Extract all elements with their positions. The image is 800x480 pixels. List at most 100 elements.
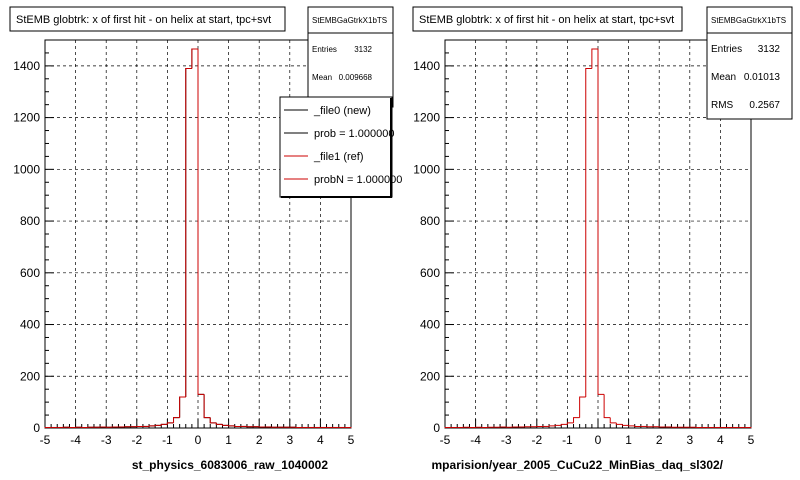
histogram-bin — [44, 426, 52, 428]
stats-entries-label-right: Entries — [711, 44, 742, 55]
histogram-bin — [597, 49, 605, 395]
histogram-bin — [344, 426, 352, 428]
histogram-bin — [191, 48, 198, 69]
histogram-bin — [197, 49, 205, 395]
histogram-bin — [203, 394, 211, 419]
histogram-bin — [628, 425, 635, 427]
histogram-bin — [609, 417, 617, 424]
histogram-bin — [566, 422, 574, 425]
series-1 — [44, 48, 352, 428]
histogram-bin — [160, 423, 168, 426]
legend-label-file1: _file1 (ref) — [313, 151, 364, 163]
histogram-bin — [179, 396, 186, 418]
stats-entries-value-left: 3132 — [354, 45, 372, 54]
histogram-right — [444, 48, 752, 428]
histogram-bin — [560, 423, 568, 426]
panel-right: -5 -4 -3 -2 -1 0 1 2 3 4 5 0 200 400 600 800 1000 1200 140… — [412, 6, 793, 472]
x-tick-label: -1 — [162, 433, 173, 447]
histogram-bin — [166, 422, 174, 425]
stats-entries-label-left: Entries — [312, 45, 337, 54]
y-tick-label: 1400 — [413, 59, 440, 73]
y-tick-label: 200 — [420, 369, 440, 383]
x-tick-label: -4 — [70, 433, 81, 447]
stats-mean-label-left: Mean — [312, 73, 332, 82]
histogram-bin — [573, 417, 580, 423]
series-0 — [444, 48, 752, 428]
histogram-bin — [548, 425, 556, 427]
x-tick-label: 3 — [286, 433, 293, 447]
stats-entries-value-right: 3132 — [758, 44, 781, 55]
stats-mean-value-right: 0.01013 — [744, 72, 781, 83]
histogram-bin — [185, 67, 192, 397]
x-axis-label-right: mparision/year_2005_CuCu22_MinBias_daq_s… — [432, 458, 724, 472]
y-tick-label: 1000 — [413, 162, 440, 176]
axis-ticks-left: -5 -4 -3 -2 -1 0 1 2 3 4 5 0 200 400 600 800 1000 1200 140… — [13, 39, 355, 447]
histogram-bin — [444, 426, 452, 428]
y-tick-label: 1200 — [13, 111, 40, 125]
x-tick-label: 1 — [625, 433, 632, 447]
x-tick-label: 5 — [348, 433, 355, 447]
title-box-right: StEMB globtrk: x of first hit - on helix… — [412, 6, 683, 32]
legend-label-file0: _file0 (new) — [313, 105, 371, 117]
y-tick-label: 1400 — [13, 59, 40, 73]
x-tick-label: 1 — [225, 433, 232, 447]
histogram-bin — [173, 417, 180, 423]
legend-label-prob: prob = 1.000000 — [314, 128, 394, 140]
stats-rms-value-right: 0.2567 — [749, 100, 780, 111]
plot-title-left: StEMB globtrk: x of first hit - on helix… — [16, 14, 271, 26]
histogram-bin — [579, 396, 586, 418]
histogram-bin — [634, 425, 641, 427]
histogram-bin — [621, 424, 629, 426]
x-tick-label: 5 — [748, 433, 755, 447]
histogram-bin — [154, 424, 162, 426]
y-tick-label: 800 — [20, 214, 40, 228]
x-tick-label: 4 — [717, 433, 724, 447]
x-tick-label: -2 — [131, 433, 142, 447]
x-axis-label-left: st_physics_6083006_raw_1040002 — [132, 458, 328, 472]
plot-title-right: StEMB globtrk: x of first hit - on helix… — [419, 14, 674, 26]
histogram-bin — [215, 422, 223, 425]
y-tick-label: 200 — [20, 369, 40, 383]
y-tick-label: 0 — [433, 421, 440, 435]
x-tick-label: 4 — [317, 433, 324, 447]
histogram-bin — [603, 394, 611, 419]
x-tick-label: -5 — [440, 433, 451, 447]
y-tick-label: 400 — [420, 318, 440, 332]
y-tick-label: 600 — [420, 266, 440, 280]
x-tick-label: -4 — [470, 433, 481, 447]
stats-name-right: StEMBGaGtrkX1bTS — [711, 16, 786, 25]
histogram-bin — [234, 425, 241, 427]
stats-rms-label-right: RMS — [711, 100, 734, 111]
histogram-bin — [591, 48, 598, 69]
histogram-bin — [221, 424, 229, 426]
legend-left: _file0 (new) prob = 1.000000 _file1 (ref… — [279, 96, 402, 198]
x-tick-label: 0 — [195, 433, 202, 447]
x-tick-label: 3 — [686, 433, 693, 447]
histogram-left — [44, 48, 352, 428]
x-tick-label: -3 — [101, 433, 112, 447]
y-tick-label: 1000 — [13, 162, 40, 176]
title-box-left: StEMB globtrk: x of first hit - on helix… — [9, 6, 286, 32]
y-tick-label: 1200 — [413, 111, 440, 125]
x-tick-label: 2 — [256, 433, 263, 447]
x-tick-label: -2 — [531, 433, 542, 447]
stats-box-left: StEMBGaGtrkX1bTS Entries 3132 Mean 0.009… — [307, 6, 394, 108]
histogram-bin — [615, 422, 623, 425]
histogram-bin — [585, 67, 592, 397]
histogram-bin — [744, 426, 752, 428]
stats-name-left: StEMBGaGtrkX1bTS — [312, 16, 387, 25]
legend-label-probN: probN = 1.000000 — [314, 174, 402, 186]
stats-mean-value-left: 0.009668 — [339, 73, 373, 82]
y-tick-label: 600 — [20, 266, 40, 280]
x-tick-label: -1 — [562, 433, 573, 447]
stats-mean-label-right: Mean — [711, 72, 736, 83]
histogram-bin — [148, 425, 156, 427]
x-tick-label: -5 — [40, 433, 51, 447]
histogram-bin — [209, 417, 217, 424]
x-tick-label: -3 — [501, 433, 512, 447]
y-tick-label: 0 — [33, 421, 40, 435]
stats-box-right: StEMBGaGtrkX1bTS Entries 3132 Mean 0.010… — [706, 6, 793, 120]
panel-left: -5 -4 -3 -2 -1 0 1 2 3 4 5 0 200 400 600 800 1000 1200 140… — [9, 6, 402, 472]
x-tick-label: 0 — [595, 433, 602, 447]
y-tick-label: 400 — [20, 318, 40, 332]
